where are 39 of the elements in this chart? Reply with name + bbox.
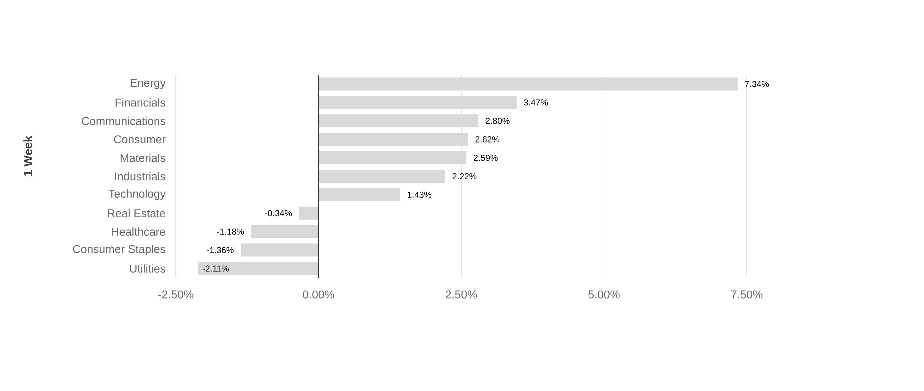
x-tick-label: 0.00% bbox=[303, 290, 334, 299]
data-label: -2.11% bbox=[202, 266, 230, 272]
data-label: -1.36% bbox=[207, 247, 234, 254]
y-tick-label: Healthcare bbox=[112, 228, 166, 236]
data-label: 3.47% bbox=[524, 100, 548, 106]
y-tick-label: Financials bbox=[116, 98, 166, 107]
data-label: 2.62% bbox=[476, 136, 500, 143]
bar bbox=[318, 188, 400, 202]
bar bbox=[318, 133, 468, 146]
bar bbox=[318, 114, 479, 128]
y-tick-label: Materials bbox=[120, 154, 166, 162]
data-label: 1.43% bbox=[408, 192, 432, 198]
bar bbox=[318, 170, 446, 183]
data-label: 2.80% bbox=[486, 118, 510, 124]
y-tick-label: Energy bbox=[130, 79, 166, 90]
y-tick-label: Consumer bbox=[114, 136, 166, 144]
bar bbox=[318, 96, 517, 110]
bar bbox=[318, 152, 467, 165]
data-label: 2.22% bbox=[452, 173, 477, 180]
x-tick-label: 7.50% bbox=[732, 290, 763, 299]
data-label: 7.34% bbox=[745, 81, 770, 88]
bar bbox=[299, 206, 319, 220]
bar bbox=[241, 244, 319, 257]
data-label: -0.34% bbox=[265, 210, 292, 216]
bar bbox=[318, 78, 738, 91]
data-label: 2.59% bbox=[474, 154, 498, 162]
y-axis-title: 1 Week bbox=[24, 136, 32, 176]
x-tick-label: -2.50% bbox=[158, 290, 194, 299]
y-tick-label: Industrials bbox=[115, 172, 166, 181]
x-tick-label: 5.00% bbox=[588, 290, 620, 299]
y-tick-label: Consumer Staples bbox=[73, 245, 166, 256]
y-tick-label: Real Estate bbox=[108, 209, 166, 218]
bar bbox=[198, 262, 319, 276]
data-label: -1.18% bbox=[217, 228, 244, 235]
x-tick-label: 2.50% bbox=[446, 290, 478, 299]
y-tick-label: Communications bbox=[82, 116, 166, 126]
bar bbox=[251, 225, 319, 238]
y-tick-label: Utilities bbox=[130, 264, 166, 273]
y-tick-label: Technology bbox=[108, 190, 166, 200]
